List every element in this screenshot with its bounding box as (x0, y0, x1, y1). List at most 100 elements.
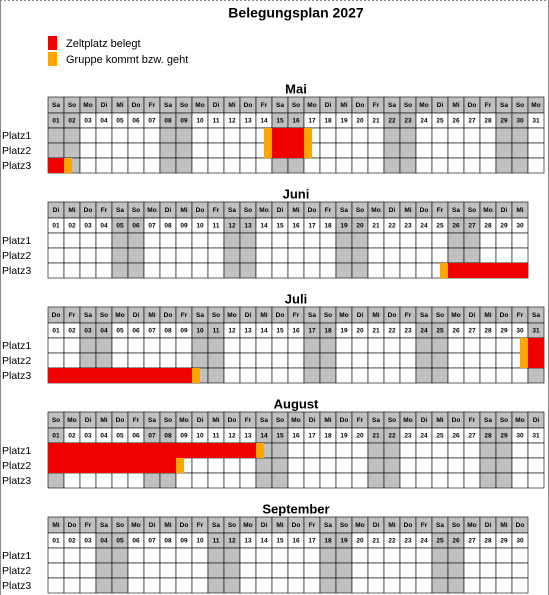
grid-cell (223, 472, 241, 489)
weekday: Mo (403, 417, 412, 424)
grid-cell (207, 247, 225, 264)
grid-cell (367, 142, 385, 159)
grid-cell (319, 337, 337, 354)
day-number: 04 (100, 328, 108, 335)
weekday: Mo (259, 207, 268, 214)
grid-cell (447, 367, 465, 384)
occupancy (64, 368, 80, 383)
day-number: 18 (324, 118, 332, 125)
day-number: 05 (116, 223, 124, 230)
grid-cell (319, 367, 337, 384)
grid-cell (383, 127, 401, 144)
occupancy (96, 458, 112, 473)
grid-cell (479, 232, 497, 249)
weekday: Mo (147, 207, 156, 214)
occupancy (48, 368, 64, 383)
grid-cell (431, 547, 449, 564)
weekday: Mo (483, 207, 492, 214)
grid-cell (527, 457, 545, 474)
grid-cell (399, 142, 417, 159)
occupancy (64, 158, 72, 173)
grid-cell (335, 457, 353, 474)
weekday: Fr (357, 417, 364, 424)
grid-cell (335, 352, 353, 369)
day-number: 18 (324, 433, 332, 440)
grid-cell (223, 457, 241, 474)
title: Belegungsplan 2027 (228, 5, 364, 21)
weekday: Fr (197, 522, 204, 529)
grid-cell (47, 577, 65, 594)
grid-cell (479, 547, 497, 564)
grid-cell (239, 577, 257, 594)
day-number: 05 (116, 433, 124, 440)
weekday: Mo (515, 417, 524, 424)
grid-cell (255, 577, 273, 594)
weekday: Fr (293, 312, 300, 319)
grid-cell (367, 562, 385, 579)
grid-cell (111, 337, 129, 354)
weekday: Mi (68, 207, 75, 214)
day-number: 23 (404, 223, 412, 230)
grid-cell (191, 337, 209, 354)
weekday: Fr (85, 522, 92, 529)
grid-cell (399, 337, 417, 354)
day-number: 07 (148, 433, 156, 440)
day-number: 26 (452, 223, 460, 230)
grid-cell (303, 367, 321, 384)
weekday: So (276, 417, 284, 424)
grid-cell (463, 577, 481, 594)
grid-cell (47, 562, 65, 579)
day-number: 10 (196, 328, 204, 335)
grid-cell (463, 457, 481, 474)
grid-cell (191, 562, 209, 579)
weekday: Do (500, 312, 509, 319)
day-number: 18 (324, 538, 332, 545)
grid-cell (111, 157, 129, 174)
grid-cell (367, 127, 385, 144)
grid-cell (143, 247, 161, 264)
grid-cell (495, 547, 513, 564)
day-number: 25 (436, 328, 444, 335)
occupancy (480, 263, 496, 278)
occupancy (160, 458, 176, 473)
grid-cell (431, 457, 449, 474)
weekday: Mo (451, 312, 460, 319)
weekday: Di (197, 417, 204, 424)
weekday: So (324, 312, 332, 319)
weekday: Mo (531, 102, 540, 109)
day-number: 09 (180, 223, 188, 230)
grid-cell (95, 562, 113, 579)
occupancy (96, 368, 112, 383)
grid-cell (239, 127, 257, 144)
day-number: 23 (404, 328, 412, 335)
place-label: Platz2 (2, 250, 31, 262)
weekday: Mo (67, 417, 76, 424)
weekday: Sa (228, 207, 236, 214)
weekday: Sa (84, 312, 92, 319)
grid-cell (511, 547, 529, 564)
day-number: 20 (356, 328, 364, 335)
day-number: 13 (244, 433, 252, 440)
grid-cell (239, 562, 257, 579)
grid-cell (367, 337, 385, 354)
grid-cell (479, 442, 497, 459)
grid-cell (239, 457, 257, 474)
grid-cell (191, 352, 209, 369)
grid-cell (383, 262, 401, 279)
weekday: Fr (149, 102, 156, 109)
grid-cell (127, 262, 145, 279)
grid-cell (335, 247, 353, 264)
legend-label: Gruppe kommt bzw. geht (66, 54, 188, 66)
grid-cell (383, 247, 401, 264)
grid-cell (415, 472, 433, 489)
day-number: 02 (68, 433, 76, 440)
grid-cell (447, 247, 465, 264)
weekday: Fr (421, 522, 428, 529)
grid-cell (271, 472, 289, 489)
weekday: Sa (148, 417, 156, 424)
weekday: So (100, 312, 108, 319)
grid-cell (143, 157, 161, 174)
day-number: 02 (68, 328, 76, 335)
grid-cell (447, 337, 465, 354)
